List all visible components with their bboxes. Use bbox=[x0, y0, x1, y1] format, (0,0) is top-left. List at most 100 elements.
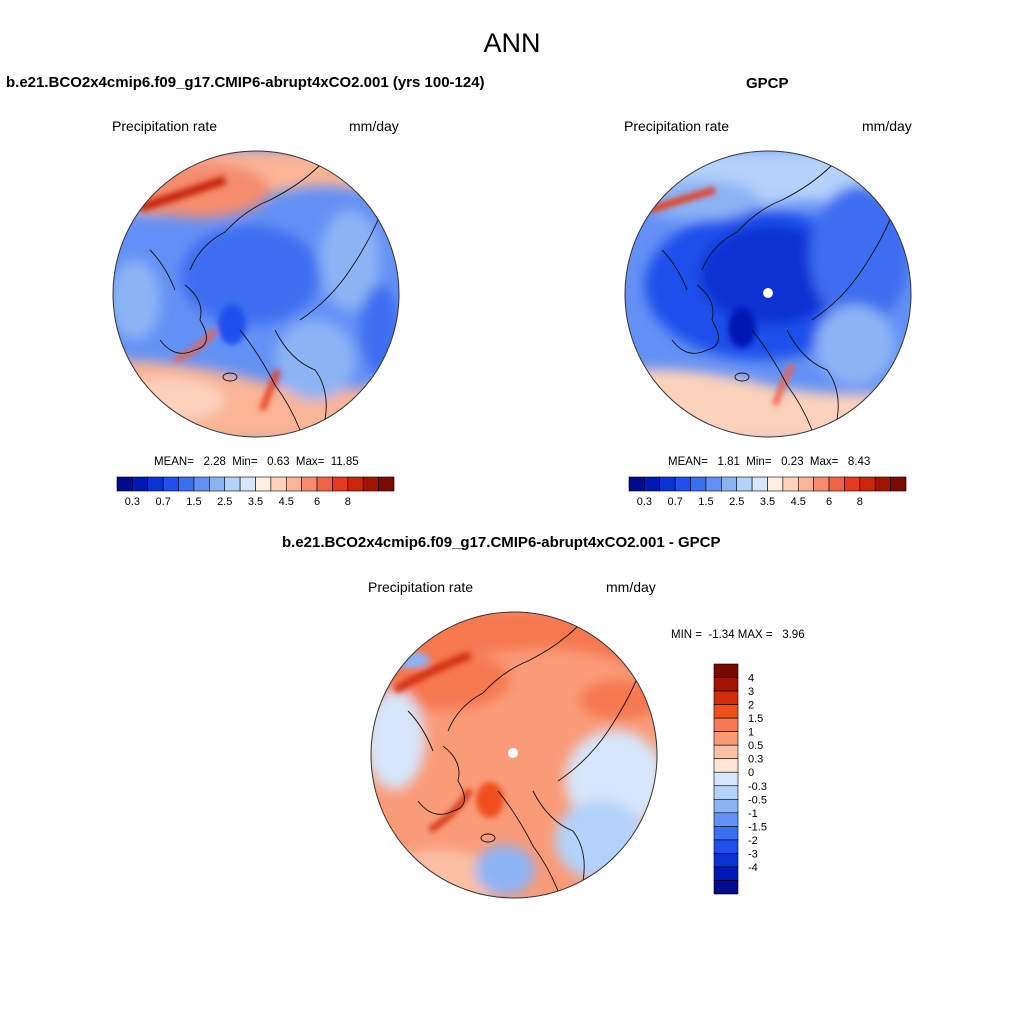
panel1-title: b.e21.BCO2x4cmip6.f09_g17.CMIP6-abrupt4x… bbox=[6, 74, 485, 91]
panel3-variable-label: Precipitation rate bbox=[368, 579, 474, 595]
panel1-map-border bbox=[112, 150, 400, 438]
panel3-stats: MIN = -1.34 MAX = 3.96 bbox=[671, 629, 805, 641]
panel2-colorbar-swatch bbox=[674, 476, 691, 492]
panel3-colorbar-swatch bbox=[713, 731, 739, 746]
panel1-colorbar-swatch bbox=[347, 476, 364, 492]
panel3-colorbar-label: -0.3 bbox=[748, 781, 767, 793]
panel3-map-border bbox=[370, 611, 658, 899]
panel2-colorbar-swatch bbox=[797, 476, 814, 492]
panel1-colorbar-swatch bbox=[178, 476, 195, 492]
panel3-colorbar-swatch bbox=[713, 663, 739, 678]
panel3-colorbar-label: 1 bbox=[748, 727, 754, 739]
panel3-colorbar-swatch bbox=[713, 853, 739, 868]
panel2-colorbar-swatch bbox=[813, 476, 830, 492]
panel2-colorbar-swatch bbox=[782, 476, 799, 492]
panel2-colorbar-label: 4.5 bbox=[791, 496, 806, 508]
panel1-colorbar-swatch bbox=[362, 476, 379, 492]
panel1-colorbar-swatch bbox=[116, 476, 133, 492]
panel2-map-border bbox=[624, 150, 912, 438]
panel1-colorbar: 0.3 0.7 1.5 2.5 3.5 4.5 6 8 bbox=[116, 476, 395, 508]
panel3-colorbar-label: -0.5 bbox=[748, 794, 767, 806]
panel1-colorbar-swatch bbox=[193, 476, 210, 492]
panel2-colorbar-label: 3.5 bbox=[760, 496, 775, 508]
panel1-colorbar-label: 1.5 bbox=[186, 496, 201, 508]
panel2-colorbar-swatch bbox=[659, 476, 676, 492]
panel1-colorbar-swatch bbox=[270, 476, 287, 492]
panel1-colorbar-swatch bbox=[162, 476, 179, 492]
panel1-map bbox=[113, 151, 399, 437]
panel2-colorbar-swatch bbox=[751, 476, 768, 492]
panel3-colorbar-swatch bbox=[713, 690, 739, 705]
panel2-units-label: mm/day bbox=[862, 118, 912, 134]
panel2-colorbar-swatch bbox=[844, 476, 861, 492]
panel2-colorbar-swatch bbox=[644, 476, 661, 492]
panel3-colorbar-swatch bbox=[713, 771, 739, 787]
panel1-coastlines bbox=[149, 164, 381, 431]
panel2-colorbar-label: 8 bbox=[857, 496, 863, 508]
panel2-coastlines bbox=[661, 164, 893, 431]
panel3-colorbar-swatch bbox=[713, 826, 739, 841]
panel2-colorbar-label: 2.5 bbox=[729, 496, 744, 508]
panel1-colorbar-swatch bbox=[332, 476, 349, 492]
panel3-colorbar-swatch bbox=[713, 785, 739, 800]
panel3-colorbar-label: -2 bbox=[748, 835, 758, 847]
panel3-colorbar-label: -3 bbox=[748, 848, 758, 860]
panel2-colorbar-swatch bbox=[690, 476, 707, 492]
panel1-colorbar-label: 6 bbox=[314, 496, 320, 508]
panel2-variable-label: Precipitation rate bbox=[624, 118, 730, 134]
panel2-colorbar: 0.3 0.7 1.5 2.5 3.5 4.5 6 8 bbox=[628, 476, 907, 508]
panel3-colorbar-label: 0.5 bbox=[748, 740, 763, 752]
figure-title: ANN bbox=[483, 28, 541, 58]
panel1-colorbar-swatch bbox=[224, 476, 241, 492]
panel2-colorbar-swatch bbox=[874, 476, 891, 492]
panel3-colorbar-swatch bbox=[713, 704, 739, 719]
panel1-colorbar-swatch bbox=[301, 476, 318, 492]
panel1-colorbar-swatch bbox=[316, 476, 333, 492]
panel3-colorbar-label: 0.3 bbox=[748, 754, 763, 766]
panel3-colorbar-label: 4 bbox=[748, 673, 754, 685]
panel3-colorbar-swatch bbox=[713, 677, 739, 692]
panel1-colorbar-label: 0.7 bbox=[156, 496, 171, 508]
panel2-stats: MEAN= 1.81 Min= 0.23 Max= 8.43 bbox=[668, 456, 871, 468]
panel2-colorbar-swatch bbox=[767, 476, 784, 492]
panel3-map bbox=[371, 612, 657, 898]
panel3-colorbar-swatch bbox=[713, 798, 739, 814]
panel3-colorbar-swatch bbox=[713, 717, 739, 732]
panel2-colorbar-swatch bbox=[721, 476, 738, 492]
panel1-colorbar-label: 0.3 bbox=[125, 496, 140, 508]
panel2-colorbar-swatch bbox=[628, 476, 645, 492]
panel1-colorbar-label: 3.5 bbox=[248, 496, 263, 508]
panel2-title: GPCP bbox=[746, 75, 789, 92]
panel3-colorbar-swatch bbox=[713, 744, 739, 760]
panel1-colorbar-swatch bbox=[239, 476, 256, 492]
panel1-colorbar-label: 4.5 bbox=[279, 496, 294, 508]
panel1-colorbar-swatch bbox=[209, 476, 226, 492]
panel2-colorbar-label: 6 bbox=[826, 496, 832, 508]
panel1-colorbar-label: 2.5 bbox=[217, 496, 232, 508]
panel1-stats: MEAN= 2.28 Min= 0.63 Max= 11.85 bbox=[154, 456, 359, 468]
panel3-colorbar-label: 2 bbox=[748, 700, 754, 712]
panel3-colorbar-swatch bbox=[713, 880, 739, 895]
panel2-colorbar-swatch bbox=[890, 476, 907, 492]
panel1-colorbar-swatch bbox=[255, 476, 272, 492]
panel3-colorbar-swatch bbox=[713, 758, 739, 773]
panel3-colorbar-label: 0 bbox=[748, 767, 754, 779]
panel2-colorbar-swatch bbox=[859, 476, 876, 492]
panel1-units-label: mm/day bbox=[349, 118, 399, 134]
panel3-units-label: mm/day bbox=[606, 579, 656, 595]
panel3-colorbar-swatch bbox=[713, 839, 739, 854]
panel2-colorbar-label: 1.5 bbox=[698, 496, 713, 508]
panel3-colorbar-label: -1 bbox=[748, 808, 758, 820]
panel3-colorbar-label: 3 bbox=[748, 686, 754, 698]
panel1-colorbar-swatch bbox=[378, 476, 395, 492]
panel1-colorbar-swatch bbox=[285, 476, 302, 492]
panel3-colorbar-label: -4 bbox=[748, 862, 758, 874]
panel2-colorbar-label: 0.3 bbox=[637, 496, 652, 508]
panel3-coastlines bbox=[407, 625, 639, 892]
panel3-colorbar-label: -1.5 bbox=[748, 821, 767, 833]
panel2-colorbar-swatch bbox=[736, 476, 753, 492]
panel1-variable-label: Precipitation rate bbox=[112, 118, 218, 134]
panel3-colorbar-swatch bbox=[713, 812, 739, 827]
panel3-colorbar: 43 21.5 10.5 0.30 -0.3-0.5 -1-1.5 -2-3 -4 bbox=[713, 663, 767, 895]
panel1-colorbar-swatch bbox=[132, 476, 149, 492]
